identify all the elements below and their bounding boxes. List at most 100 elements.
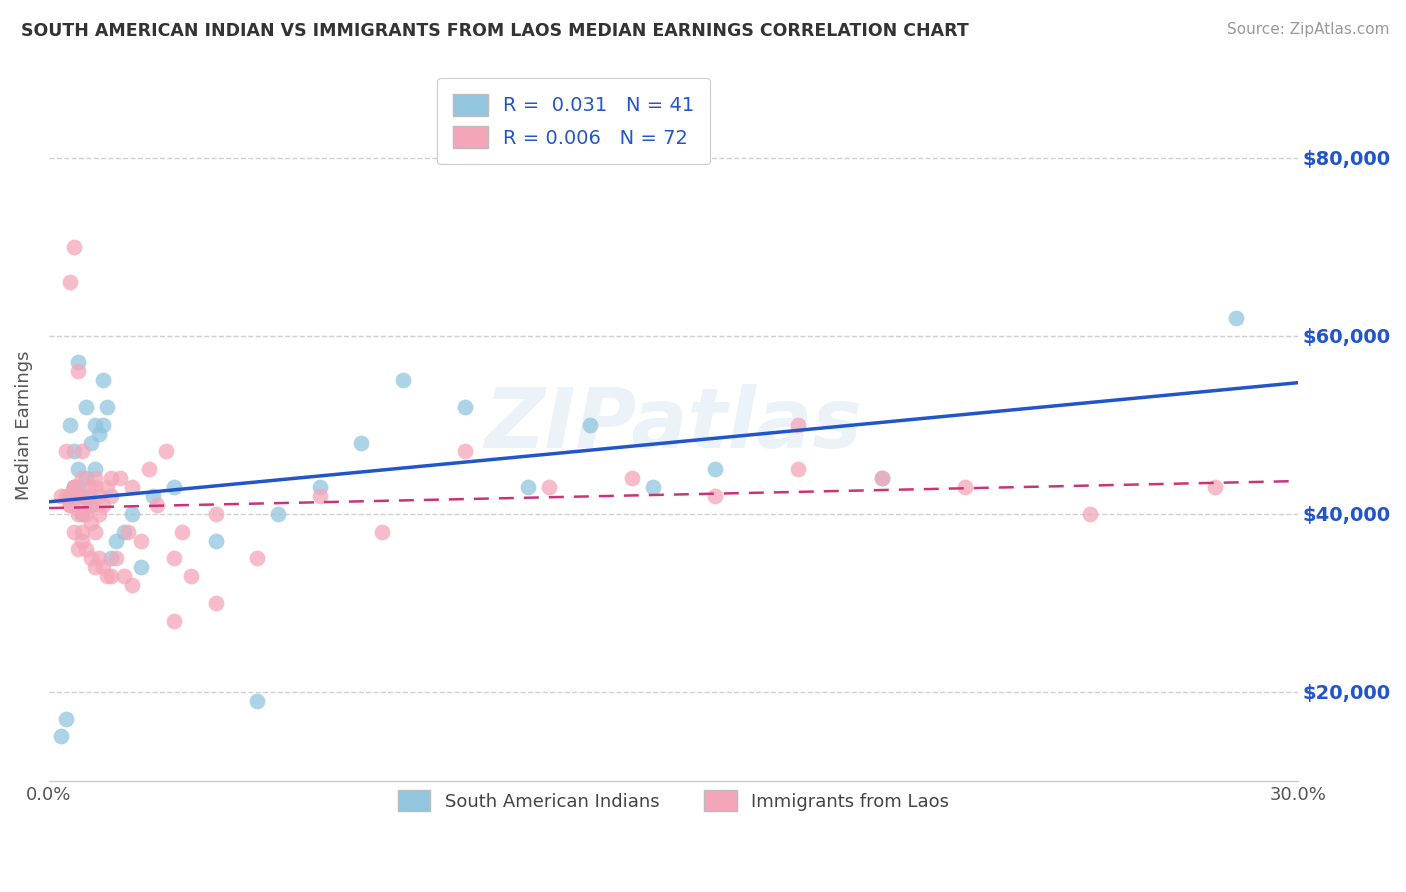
Point [59, 498, 82, 512]
Point [121, 480, 143, 494]
Point [59, 417, 82, 432]
Point [67, 355, 90, 369]
Legend: South American Indians, Immigrants from Laos: South American Indians, Immigrants from … [384, 776, 963, 825]
Point [138, 462, 160, 476]
Point [704, 489, 727, 503]
Point [51, 730, 73, 744]
Point [96, 480, 118, 494]
Point [100, 489, 122, 503]
Point [163, 480, 186, 494]
Point [79, 498, 101, 512]
Point [96, 569, 118, 583]
Point [67, 489, 90, 503]
Point [121, 507, 143, 521]
Point [83, 471, 105, 485]
Point [87, 426, 110, 441]
Point [59, 498, 82, 512]
Point [67, 489, 90, 503]
Point [117, 524, 139, 539]
Point [91, 560, 114, 574]
Point [59, 275, 82, 289]
Point [1204, 480, 1226, 494]
Point [55, 712, 77, 726]
Text: SOUTH AMERICAN INDIAN VS IMMIGRANTS FROM LAOS MEDIAN EARNINGS CORRELATION CHART: SOUTH AMERICAN INDIAN VS IMMIGRANTS FROM… [21, 22, 969, 40]
Point [142, 489, 165, 503]
Point [204, 596, 226, 610]
Point [67, 507, 90, 521]
Point [55, 444, 77, 458]
Point [308, 480, 330, 494]
Point [75, 471, 97, 485]
Point [155, 444, 177, 458]
Point [246, 694, 269, 708]
Point [104, 533, 127, 548]
Point [59, 489, 82, 503]
Point [63, 524, 86, 539]
Point [75, 542, 97, 557]
Point [146, 498, 169, 512]
Point [121, 578, 143, 592]
Point [63, 480, 86, 494]
Point [83, 524, 105, 539]
Point [72, 507, 94, 521]
Point [953, 480, 976, 494]
Point [51, 489, 73, 503]
Point [704, 462, 727, 476]
Point [100, 569, 122, 583]
Point [163, 614, 186, 628]
Point [63, 444, 86, 458]
Point [1225, 310, 1247, 325]
Point [79, 435, 101, 450]
Point [204, 507, 226, 521]
Point [91, 417, 114, 432]
Point [870, 471, 893, 485]
Point [67, 364, 90, 378]
Point [63, 480, 86, 494]
Point [87, 489, 110, 503]
Point [75, 507, 97, 521]
Point [83, 462, 105, 476]
Point [350, 435, 373, 450]
Point [100, 551, 122, 566]
Point [55, 489, 77, 503]
Point [59, 489, 82, 503]
Point [112, 524, 135, 539]
Point [75, 489, 97, 503]
Point [392, 373, 415, 387]
Point [787, 417, 810, 432]
Point [100, 471, 122, 485]
Point [108, 471, 131, 485]
Point [67, 542, 90, 557]
Point [180, 569, 202, 583]
Point [72, 444, 94, 458]
Point [246, 551, 269, 566]
Point [79, 498, 101, 512]
Point [267, 507, 290, 521]
Point [620, 471, 643, 485]
Point [83, 560, 105, 574]
Y-axis label: Median Earnings: Median Earnings [15, 350, 32, 500]
Point [1078, 507, 1101, 521]
Point [67, 480, 90, 494]
Point [83, 480, 105, 494]
Point [129, 533, 152, 548]
Point [75, 400, 97, 414]
Point [79, 551, 101, 566]
Point [91, 498, 114, 512]
Point [79, 516, 101, 530]
Point [72, 507, 94, 521]
Point [129, 560, 152, 574]
Text: Source: ZipAtlas.com: Source: ZipAtlas.com [1226, 22, 1389, 37]
Point [641, 480, 664, 494]
Point [172, 524, 194, 539]
Point [454, 444, 477, 458]
Point [112, 569, 135, 583]
Point [67, 462, 90, 476]
Text: ZIPatlas: ZIPatlas [485, 384, 862, 466]
Point [75, 498, 97, 512]
Point [72, 533, 94, 548]
Point [579, 417, 602, 432]
Point [83, 417, 105, 432]
Point [72, 471, 94, 485]
Point [96, 400, 118, 414]
